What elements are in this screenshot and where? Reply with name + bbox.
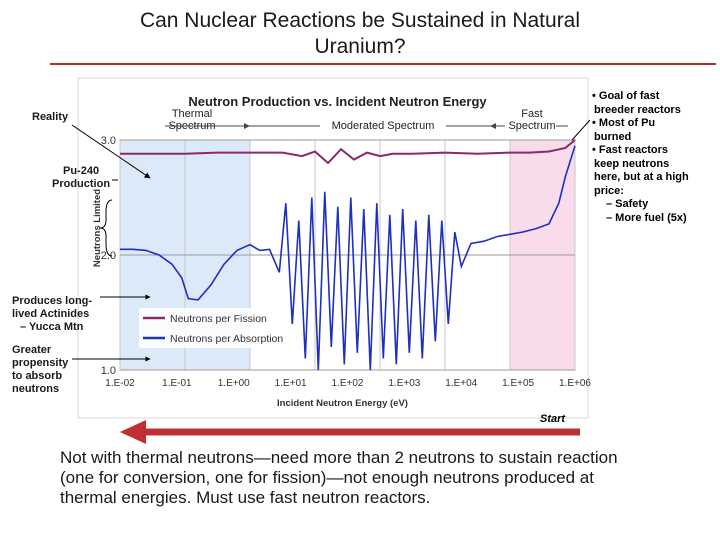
x-tick-label: 1.E+06: [559, 378, 591, 389]
bullet-2-line-2: burned: [594, 130, 632, 143]
title-line-1: Can Nuclear Reactions be Sustained in Na…: [139, 9, 581, 32]
pu240-line-2: Production: [52, 178, 111, 190]
actinides-label: Produces long- lived Actinides – Yucca M…: [12, 295, 92, 334]
fission-series-line: [120, 139, 576, 165]
chart-title: Neutron Production vs. Incident Neutron …: [188, 94, 487, 109]
reality-arrow: [71, 124, 151, 179]
x-tick-label: 1.E+00: [218, 378, 250, 389]
bullet-1: • Goal of fast breeder reactors: [590, 90, 718, 117]
bullet-3-line-4: price:: [594, 184, 624, 197]
conclusion-line-2: (one for conversion, one for fission)—no…: [60, 468, 594, 487]
x-tick-label: 1.E-01: [162, 378, 192, 389]
actinides-line-3: – Yucca Mtn: [20, 321, 84, 333]
absorb-line-3: to absorb: [12, 370, 63, 382]
bullet-list: • Goal of fast breeder reactors • Most o…: [590, 90, 718, 225]
slide-title: Can Nuclear Reactions be Sustained in Na…: [40, 8, 680, 60]
region-arrowhead: [490, 123, 496, 129]
start-label: Start: [540, 413, 566, 425]
pu240-line-1: Pu-240: [62, 165, 100, 177]
title-divider: [50, 63, 716, 65]
x-axis-title: Incident Neutron Energy (eV): [277, 398, 408, 409]
legend-absorption-label: Neutrons per Absorption: [170, 333, 283, 345]
x-tick-label: 1.E+05: [502, 378, 534, 389]
conclusion-text: Not with thermal neutrons—need more than…: [60, 448, 710, 508]
pu240-label: Pu-240 Production: [52, 165, 110, 191]
x-tick-label: 1.E+04: [445, 378, 477, 389]
y-tick-label: 2.0: [101, 250, 116, 262]
y-tick-label: 1.0: [101, 365, 116, 377]
actinides-line-1: Produces long-: [12, 295, 93, 307]
title-line-2: Uranium?: [314, 35, 406, 58]
absorption-series-line: [120, 145, 576, 371]
absorb-label: Greater propensity to absorb neutrons: [12, 344, 68, 396]
region-thermal-word: Thermal: [172, 108, 212, 120]
start-arrow-head: [120, 420, 146, 444]
legend-box: [139, 308, 289, 348]
conclusion-line-1: Not with thermal neutrons—need more than…: [60, 448, 618, 467]
sub-bullet-safety: – Safety: [606, 198, 649, 210]
absorb-line-2: propensity: [12, 357, 69, 369]
actinides-line-2: lived Actinides: [12, 308, 90, 320]
region-fast-word: Fast: [521, 108, 542, 120]
y-axis-title: Neutrons Limited: [92, 189, 103, 267]
bullet-1-line-2: breeder reactors: [594, 103, 681, 116]
bullet-2-line-1: • Most of Pu: [592, 117, 656, 129]
absorb-line-1: Greater: [12, 344, 52, 356]
conclusion-line-3: thermal energies. Must use fast neutron …: [60, 488, 431, 507]
bullet-3: • Fast reactors keep neutrons here, but …: [590, 144, 718, 198]
region-arrowhead: [244, 123, 250, 129]
y-tick-label: 3.0: [101, 135, 116, 147]
bullet-3-line-2: keep neutrons: [594, 157, 670, 170]
region-moderated-label: Moderated Spectrum: [332, 120, 435, 132]
x-tick-label: 1.E+02: [332, 378, 364, 389]
absorb-line-4: neutrons: [12, 383, 60, 395]
legend-fission-label: Neutrons per Fission: [170, 313, 267, 325]
bullet-2: • Most of Pu burned: [590, 117, 718, 144]
reality-label: Reality: [32, 111, 69, 123]
bullet-3-line-1: • Fast reactors: [592, 144, 668, 156]
region-fast-word2: Spectrum: [508, 120, 555, 132]
bullet-pointer: [571, 119, 591, 141]
x-tick-label: 1.E+03: [388, 378, 420, 389]
y-bracket: [99, 199, 113, 257]
bullet-1-line-1: • Goal of fast: [592, 90, 660, 102]
sub-bullet-fuel: – More fuel (5x): [606, 211, 687, 224]
x-tick-label: 1.E-02: [105, 378, 135, 389]
x-tick-label: 1.E+01: [275, 378, 307, 389]
bullet-3-line-3: here, but at a high: [594, 171, 689, 183]
